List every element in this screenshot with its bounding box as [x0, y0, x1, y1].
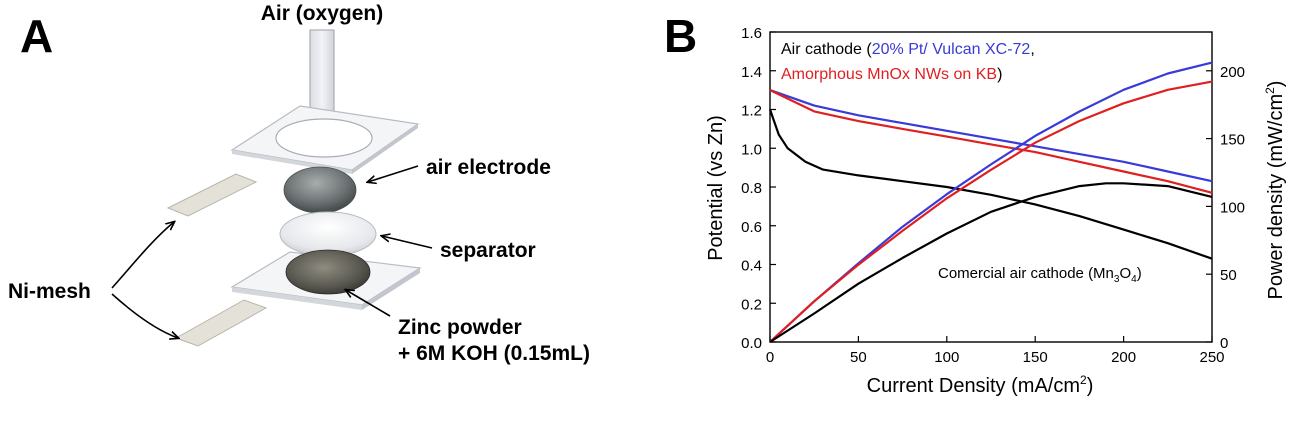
left-tick-label: 0.2: [741, 296, 762, 313]
zinc-powder-disc: [285, 249, 371, 295]
ni-mesh-upper-strip: [166, 173, 258, 217]
left-tick-label: 1.2: [741, 103, 762, 120]
legend-line2: Amorphous MnOx NWs on KB): [781, 66, 1002, 83]
series-red-potential-line: [769, 89, 1213, 194]
ni-mesh-label: Ni-mesh: [8, 280, 91, 303]
left-tick-label: 0.4: [741, 258, 762, 275]
left-tick-label: 0.0: [741, 335, 762, 352]
legend-red-series: Amorphous MnOx NWs on KB: [781, 66, 997, 83]
left-axis-label: Potential (vs Zn): [705, 115, 727, 261]
x-axis-ticks: 0 50 100 150 200 250: [766, 336, 1225, 366]
bottom-base-plate: [230, 251, 422, 310]
air-label: Air (oxygen): [261, 2, 384, 25]
x-tick-label: 0: [766, 349, 774, 366]
air-electrode-pointer-icon: [368, 165, 419, 182]
series-black-potential-line: [768, 109, 1213, 260]
panel-b-chart: B 0 50 100 150 200 250 0.0 0.2 0.4 0.6 0.8 1.0 1.2 1…: [664, 10, 1287, 397]
air-electrode-label: air electrode: [426, 156, 551, 179]
x-tick-label: 100: [934, 349, 959, 366]
ni-mesh-upper-pointer-icon: [111, 222, 174, 289]
x-axis-label: Current Density (mA/cm2): [867, 373, 1094, 397]
x-tick-label: 200: [1111, 349, 1136, 366]
zinc-label-line2: + 6M KOH (0.15mL): [398, 342, 590, 365]
separator-disc: [279, 211, 377, 257]
series-blue-potential-line: [769, 89, 1213, 183]
left-tick-label: 1.6: [741, 25, 762, 42]
series-red-power-line: [769, 80, 1213, 343]
series-layer: [768, 61, 1213, 343]
left-axis-ticks: 0.0 0.2 0.4 0.6 0.8 1.0 1.2 1.4 1.6: [741, 25, 776, 352]
right-axis-ticks: 0 50 100 150 200: [1206, 64, 1245, 352]
series-black-power-line: [769, 182, 1213, 343]
separator-pointer-icon: [382, 236, 433, 249]
panel-a-cell-diagram: A Air (oxygen): [8, 2, 590, 365]
right-tick-label: 100: [1220, 199, 1245, 216]
right-tick-label: 200: [1220, 64, 1245, 81]
air-electrode-disc: [283, 166, 357, 214]
left-tick-label: 1.4: [741, 64, 762, 81]
right-tick-label: 150: [1220, 132, 1245, 149]
left-tick-label: 0.8: [741, 180, 762, 197]
right-tick-label: 50: [1220, 267, 1237, 284]
ni-mesh-lower-strip: [174, 299, 268, 347]
panel-a-letter: A: [20, 10, 53, 62]
legend-prefix: Air cathode (: [781, 41, 872, 58]
right-axis-label: Power density (mW/cm2): [1263, 81, 1287, 300]
panel-b-letter: B: [664, 10, 697, 62]
legend-line1: Air cathode (20% Pt/ Vulcan XC-72,: [781, 41, 1035, 58]
x-tick-label: 50: [850, 349, 867, 366]
series-blue-power-line: [769, 61, 1213, 343]
ni-mesh-lower-pointer-icon: [111, 293, 178, 338]
left-tick-label: 0.6: [741, 219, 762, 236]
right-tick-label: 0: [1220, 335, 1228, 352]
zinc-pointer-icon: [346, 290, 391, 317]
separator-label: separator: [440, 239, 536, 262]
top-frame-plate: [230, 105, 420, 174]
commercial-cathode-annotation: Comercial air cathode (Mn3O4): [938, 265, 1142, 285]
x-tick-label: 150: [1023, 349, 1048, 366]
x-tick-label: 250: [1199, 349, 1224, 366]
zinc-label-line1: Zinc powder: [398, 316, 522, 339]
legend-blue-series: 20% Pt/ Vulcan XC-72: [872, 41, 1031, 58]
left-tick-label: 1.0: [741, 141, 762, 158]
